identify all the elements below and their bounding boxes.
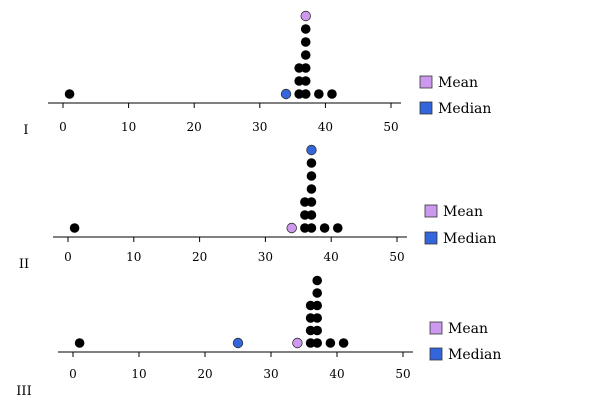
data-point [332, 223, 343, 233]
x-tick-label: 10 [131, 367, 146, 381]
data-point [74, 338, 85, 348]
x-tick-label: 30 [258, 250, 273, 264]
mean-marker [300, 10, 311, 22]
data-point [306, 210, 317, 220]
data-point [319, 223, 330, 233]
data-point [306, 184, 317, 194]
data-point [305, 338, 316, 348]
data-point [338, 338, 349, 348]
mean-marker [292, 337, 303, 349]
legend-median-swatch [419, 101, 433, 115]
median-marker [280, 88, 292, 100]
data-point [294, 63, 304, 73]
data-point [325, 338, 336, 348]
legend-median-label: Median [438, 101, 491, 117]
legend-median-label: Median [448, 347, 501, 363]
x-tick-label: 50 [395, 367, 410, 381]
data-point [306, 171, 317, 181]
legend-median-swatch [424, 231, 438, 245]
legend-mean-label: Mean [443, 204, 483, 220]
data-point [294, 76, 304, 86]
x-tick-label: 10 [121, 120, 136, 134]
legend-mean-swatch [429, 321, 443, 335]
data-point [294, 89, 304, 99]
data-point [314, 89, 324, 99]
legend-median-swatch [429, 347, 443, 361]
x-tick-label: 10 [126, 250, 141, 264]
data-point [306, 223, 317, 233]
data-point [312, 313, 323, 323]
data-point [305, 300, 316, 311]
data-point [300, 24, 311, 34]
data-point [69, 223, 80, 233]
legend-mean-swatch [419, 75, 433, 89]
x-tick-label: 30 [263, 367, 278, 381]
data-point [306, 158, 317, 168]
x-tick-label: 20 [187, 120, 202, 134]
data-point [300, 50, 311, 60]
data-point [300, 210, 310, 220]
x-tick-label: 30 [252, 120, 267, 134]
data-point [300, 76, 311, 86]
data-point [300, 63, 311, 73]
data-point [312, 300, 323, 311]
data-point [312, 325, 323, 336]
panel-label: III [16, 384, 31, 399]
data-point [312, 338, 323, 348]
x-tick-label: 40 [324, 250, 339, 264]
data-point [312, 275, 323, 286]
x-tick-label: 0 [64, 250, 72, 264]
data-point [300, 197, 310, 207]
data-point [64, 89, 75, 99]
mean-marker [286, 222, 297, 234]
legend-median-label: Median [443, 231, 496, 247]
x-tick-label: 20 [197, 367, 212, 381]
x-tick-label: 0 [69, 367, 77, 381]
x-tick-label: 40 [329, 367, 344, 381]
data-point [327, 89, 337, 99]
x-tick-label: 20 [192, 250, 207, 264]
data-point [300, 223, 310, 233]
x-tick-label: 50 [383, 120, 398, 134]
x-tick-label: 0 [59, 120, 67, 134]
panel-label: I [23, 123, 28, 138]
data-point [306, 197, 317, 207]
data-point [300, 37, 311, 47]
x-tick-label: 50 [389, 250, 404, 264]
x-tick-label: 40 [318, 120, 333, 134]
data-point [300, 89, 311, 99]
data-point [305, 313, 316, 323]
legend-mean-swatch [424, 204, 438, 218]
legend-mean-label: Mean [438, 75, 478, 91]
data-point [305, 325, 316, 336]
data-point [312, 288, 323, 298]
median-marker [232, 337, 244, 349]
median-marker [306, 144, 317, 156]
panel-label: II [19, 257, 29, 272]
legend-mean-label: Mean [448, 321, 488, 337]
